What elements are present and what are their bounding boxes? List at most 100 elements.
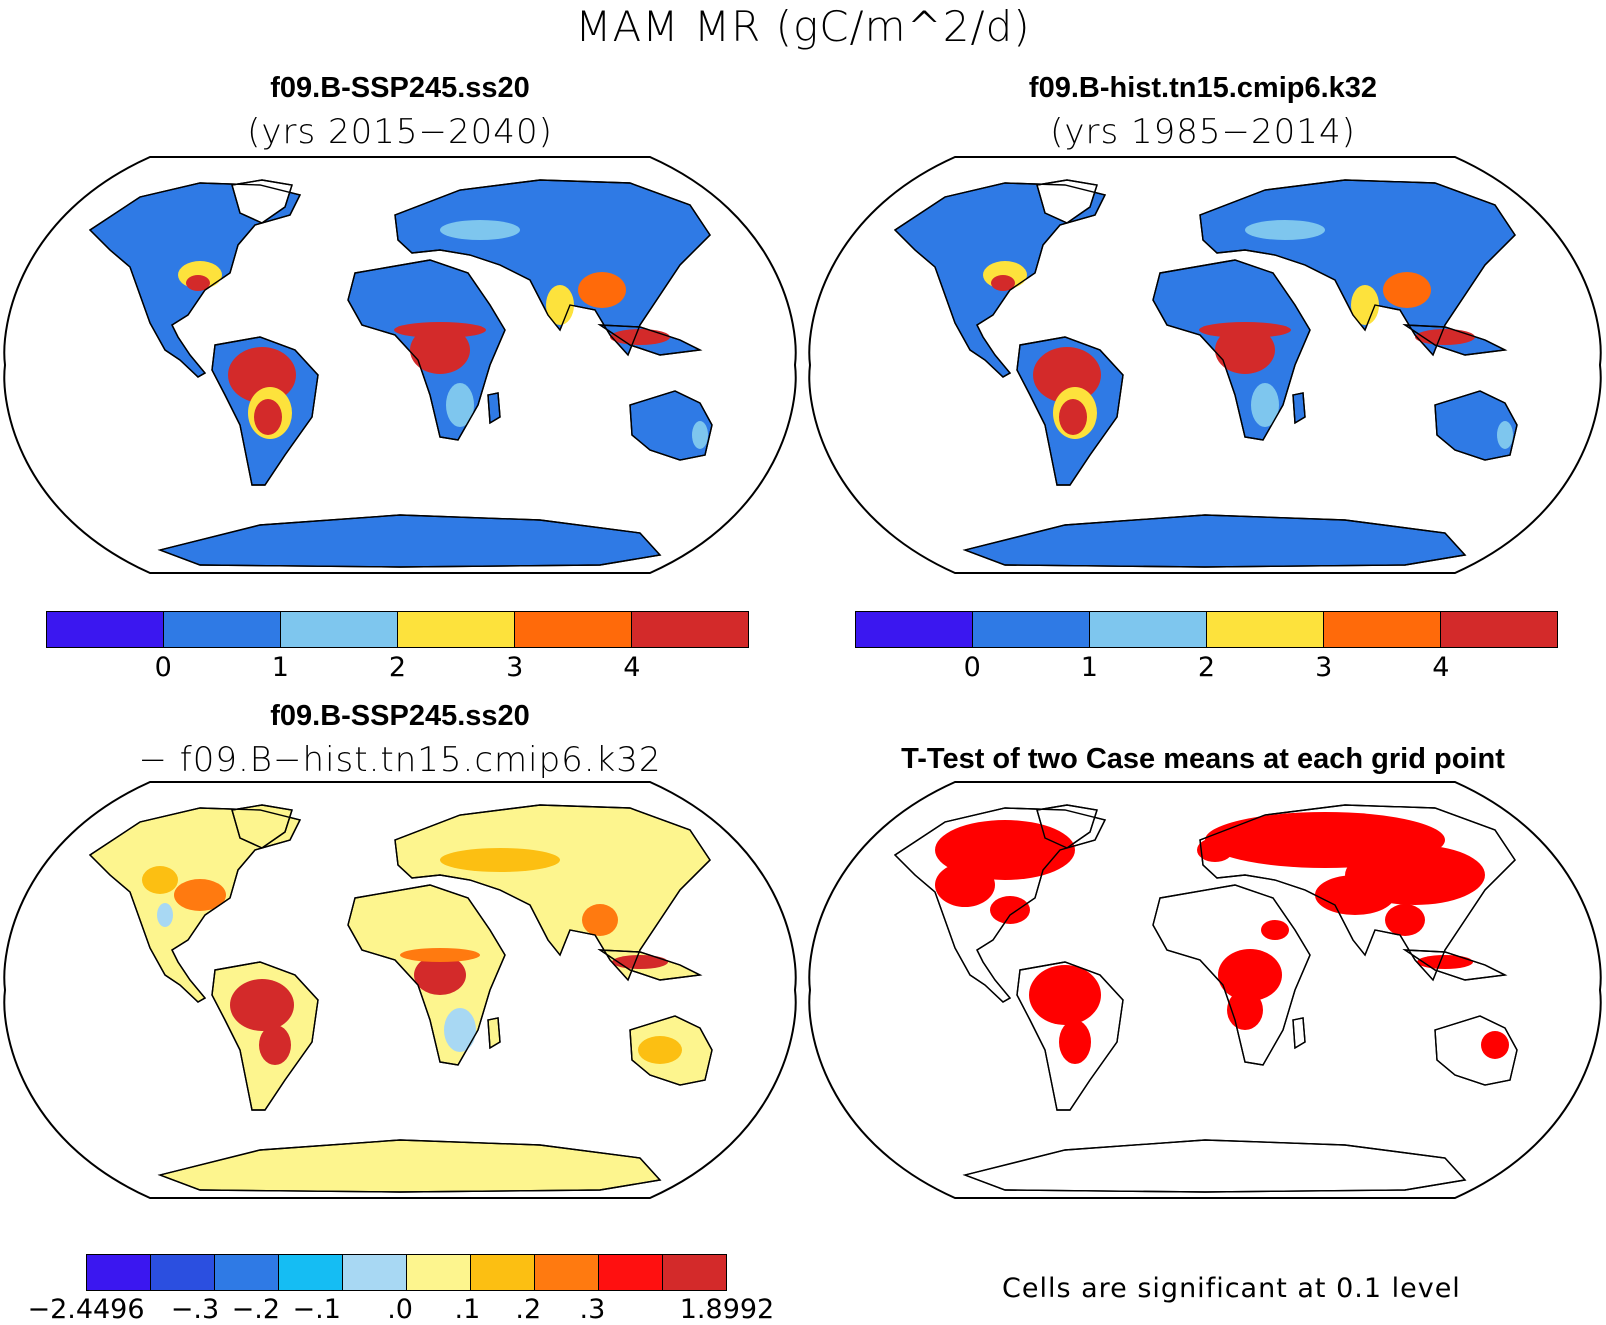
amazon-high-region	[228, 347, 296, 403]
amazon-positive-region	[230, 979, 294, 1031]
significant-region	[1227, 990, 1263, 1030]
antarctica-outline	[157, 514, 662, 568]
colorbar-swatch	[1324, 612, 1441, 647]
eurasia-outline	[1199, 179, 1516, 357]
southern-africa-light	[446, 383, 474, 427]
south-america-high-region	[254, 399, 282, 435]
colorbar-swatch	[343, 1255, 407, 1290]
colorbar-tick-label: −.2	[231, 1294, 281, 1325]
colorbar-tick-label: 2	[388, 652, 407, 683]
colorbar-tick-label: 4	[623, 652, 641, 683]
colorbar-swatch	[151, 1255, 215, 1290]
north-america-west	[142, 866, 178, 894]
figure-title: MAM MR (gC/m^2/d)	[575, 2, 1031, 51]
south-america-outline	[211, 961, 319, 1111]
africa-outline	[347, 884, 506, 1066]
colorbar-tick-label: 3	[506, 652, 524, 683]
panel-title-bottom-right: T-Test of two Case means at each grid po…	[901, 743, 1505, 775]
antarctica-outline	[157, 1139, 662, 1193]
north-america-positive	[174, 879, 226, 911]
africa-outline	[347, 259, 506, 441]
greenland-outline	[231, 804, 293, 849]
panel-title-top-left: f09.B-SSP245.ss20	[270, 72, 530, 104]
sahel-high-band	[394, 322, 486, 338]
central-africa-high-region	[1215, 326, 1275, 374]
significant-region	[1315, 875, 1395, 915]
madagascar-outline	[487, 1017, 501, 1050]
colorbar-swatch	[535, 1255, 599, 1290]
europe-light-band	[1245, 220, 1325, 240]
significant-region	[935, 863, 995, 907]
significant-region	[1029, 965, 1101, 1025]
australia-outline	[629, 1015, 713, 1086]
panel-subtitle-top-left: (yrs 2015−2040)	[247, 112, 553, 152]
colorbar-tick-label: −.1	[292, 1294, 341, 1325]
eurasia-outline	[1199, 804, 1516, 982]
significant-region	[1481, 1031, 1509, 1059]
north-america-outline	[893, 807, 1107, 1003]
sahel-high-band	[1199, 322, 1291, 338]
colorbar-tick-label: .3	[579, 1294, 606, 1325]
colorbar-top-right	[855, 611, 1558, 648]
eurasia-outline	[394, 804, 711, 982]
colorbar-swatch	[281, 612, 398, 647]
southeast-us-high	[991, 275, 1015, 291]
greenland-outline	[1036, 179, 1098, 224]
colorbar-swatch	[599, 1255, 663, 1290]
colorbar-swatch	[1090, 612, 1207, 647]
indonesia-outline	[597, 324, 703, 356]
madagascar-outline	[1292, 1017, 1306, 1050]
colorbar-tick-label: −.3	[170, 1294, 220, 1325]
east-asia-positive	[582, 904, 618, 936]
sahel-positive	[400, 948, 480, 962]
colorbar-swatch	[398, 612, 515, 647]
africa-outline	[1152, 259, 1311, 441]
panel-subtitle-bottom-left: − f09.B−hist.tn15.cmip6.k32	[138, 740, 662, 780]
colorbar-swatch	[663, 1255, 726, 1290]
indonesia-outline	[1402, 949, 1508, 981]
colorbar-swatch	[407, 1255, 471, 1290]
significant-region	[1197, 838, 1233, 862]
eurasia-mid-band	[440, 848, 560, 872]
central-africa-positive	[414, 955, 466, 995]
colorbar-swatch	[164, 612, 281, 647]
panel-subtitle-top-right: (yrs 1985−2014)	[1050, 112, 1356, 152]
madagascar-outline	[487, 392, 501, 425]
australia-outline	[1434, 1015, 1518, 1086]
colorbar-tick-label: 0	[963, 652, 981, 683]
south-america-outline	[1016, 961, 1124, 1111]
significant-region	[1385, 904, 1425, 936]
colorbar-swatch	[856, 612, 973, 647]
significant-region	[990, 896, 1030, 924]
colorbar-swatch	[632, 612, 748, 647]
africa-outline	[1152, 884, 1311, 1066]
india-yellow	[546, 285, 574, 325]
southern-africa-light	[1251, 383, 1279, 427]
colorbar-swatch	[1207, 612, 1324, 647]
colorbar-swatch	[47, 612, 164, 647]
colorbar-tick-label: 3	[1315, 652, 1333, 683]
greenland-outline	[231, 179, 293, 224]
north-america-outline	[88, 807, 302, 1003]
greenland-outline	[1036, 804, 1098, 849]
map-bottom-right	[808, 781, 1602, 1199]
significant-region	[1417, 955, 1473, 969]
colorbar-swatch	[87, 1255, 151, 1290]
colorbar-tick-label: 1	[271, 652, 289, 683]
south-america-outline	[211, 336, 319, 486]
colorbar-ticks-top-left: 0 1 2 3 4	[46, 652, 749, 686]
antarctica-outline	[962, 514, 1467, 568]
india-yellow	[1351, 285, 1379, 325]
colorbar-tick-label: 4	[1432, 652, 1450, 683]
east-australia-light	[1497, 421, 1513, 449]
north-america-outline	[88, 182, 302, 378]
east-asia-orange-region	[578, 272, 626, 308]
south-america-high-region	[1059, 399, 1087, 435]
southern-africa-negative	[444, 1008, 476, 1052]
colorbar-difference	[86, 1254, 727, 1291]
eurasia-outline	[394, 179, 711, 357]
colorbar-top-left	[46, 611, 749, 648]
amazon-high-region	[1033, 347, 1101, 403]
colorbar-tick-label: 1	[1080, 652, 1098, 683]
significant-region	[1218, 949, 1282, 1001]
